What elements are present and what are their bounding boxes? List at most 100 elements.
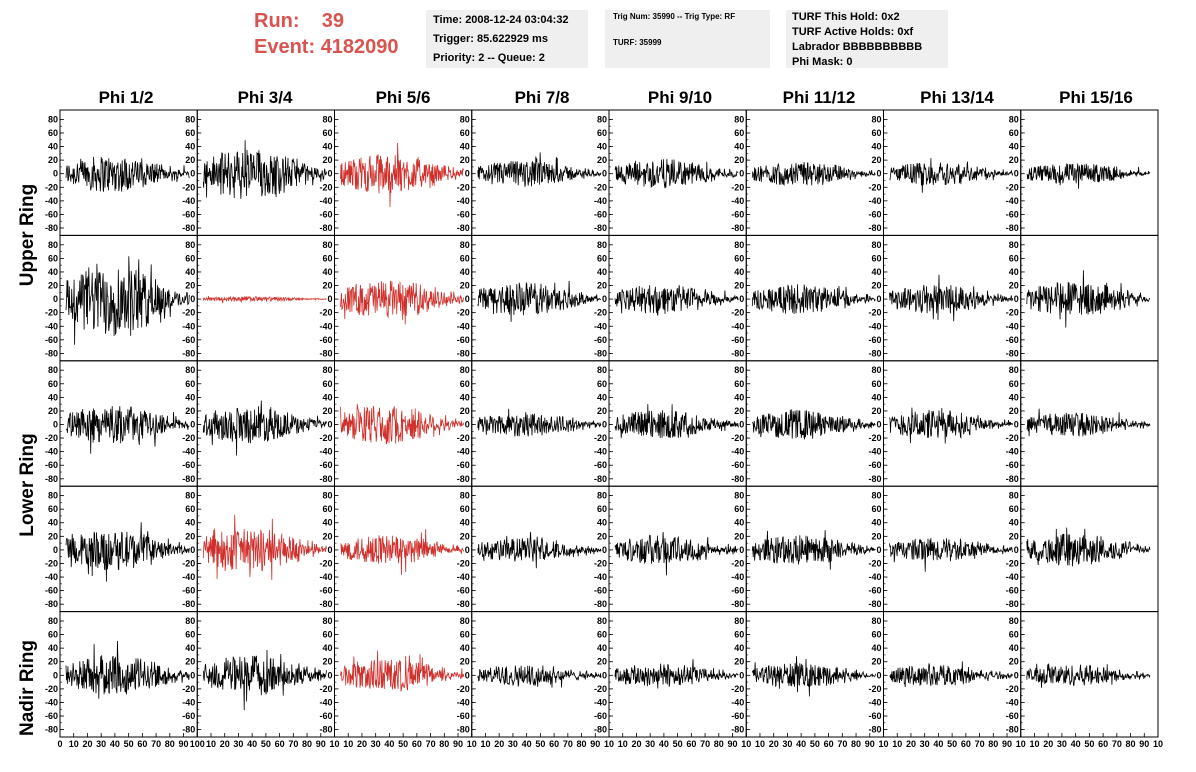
- waveform-trace: [614, 404, 739, 439]
- x-tick-label: 100: [190, 739, 205, 749]
- y-tick-label: -80: [45, 223, 58, 233]
- y-tick-label: -40: [594, 572, 607, 582]
- y-tick-label: 20: [185, 281, 195, 291]
- x-tick-label: 50: [947, 739, 957, 749]
- x-tick-label: 20: [906, 739, 916, 749]
- y-tick-label: 0: [465, 545, 470, 555]
- y-tick-label: 40: [597, 142, 607, 152]
- y-tick-label: -60: [182, 335, 195, 345]
- turf-active-text: TURF Active Holds: 0xf: [792, 26, 914, 38]
- waveform-trace: [65, 406, 190, 454]
- y-tick-label: 80: [1009, 240, 1019, 250]
- y-tick-label: -20: [731, 684, 744, 694]
- waveform-trace: [65, 522, 190, 582]
- y-tick-label: 20: [734, 155, 744, 165]
- y-tick-label: 60: [871, 630, 881, 640]
- y-tick-label: 0: [465, 294, 470, 304]
- waveform-trace: [751, 656, 876, 697]
- y-tick-label: 0: [327, 670, 332, 680]
- y-tick-label: 80: [460, 616, 470, 626]
- y-tick-label: 0: [739, 670, 744, 680]
- waveform-trace: [614, 159, 739, 189]
- y-tick-label: -20: [182, 558, 195, 568]
- y-tick-label: 40: [322, 142, 332, 152]
- y-tick-label: 60: [460, 253, 470, 263]
- waveform-trace: [889, 158, 1014, 193]
- y-tick-label: 0: [465, 169, 470, 179]
- y-tick-label: -80: [594, 348, 607, 358]
- x-tick-label: 90: [316, 739, 326, 749]
- y-tick-label: 60: [460, 128, 470, 138]
- y-tick-label: 60: [322, 504, 332, 514]
- y-tick-label: 80: [460, 365, 470, 375]
- waveform-trace: [202, 649, 327, 711]
- y-tick-label: 60: [1009, 504, 1019, 514]
- y-tick-label: -40: [1006, 572, 1019, 582]
- y-tick-label: -20: [319, 433, 332, 443]
- y-tick-label: 80: [322, 240, 332, 250]
- y-tick-label: -80: [1006, 223, 1019, 233]
- x-tick-label: 70: [151, 739, 161, 749]
- y-tick-label: -80: [457, 223, 470, 233]
- y-tick-label: 40: [734, 643, 744, 653]
- time-text: Time: 2008-12-24 03:04:32: [433, 14, 569, 26]
- x-tick-label: 60: [549, 739, 559, 749]
- x-tick-label: 30: [508, 739, 518, 749]
- waveform-trace: [340, 529, 465, 576]
- y-tick-label: -40: [731, 321, 744, 331]
- y-tick-label: -20: [457, 558, 470, 568]
- trigger-text: Trigger: 85.622929 ms: [433, 33, 548, 45]
- y-tick-label: 0: [327, 294, 332, 304]
- y-tick-label: -80: [457, 599, 470, 609]
- waveform-trace: [751, 530, 876, 570]
- x-tick-label: 90: [1002, 739, 1012, 749]
- y-tick-label: 60: [185, 379, 195, 389]
- y-tick-label: 60: [460, 379, 470, 389]
- waveform-trace: [614, 531, 739, 576]
- y-tick-label: -60: [731, 209, 744, 219]
- y-tick-label: -20: [731, 182, 744, 192]
- y-tick-label: -20: [594, 558, 607, 568]
- y-tick-label: -20: [594, 433, 607, 443]
- x-tick-label: 10: [343, 739, 353, 749]
- y-tick-label: -40: [457, 196, 470, 206]
- x-tick-label: 60: [137, 739, 147, 749]
- y-tick-label: -20: [868, 684, 881, 694]
- y-tick-label: -80: [182, 223, 195, 233]
- y-tick-label: -60: [731, 335, 744, 345]
- y-tick-label: 20: [48, 531, 58, 541]
- y-tick-label: -20: [457, 684, 470, 694]
- y-tick-label: 0: [876, 294, 881, 304]
- y-tick-label: 40: [460, 643, 470, 653]
- y-tick-label: -80: [182, 474, 195, 484]
- y-tick-label: -20: [319, 684, 332, 694]
- y-tick-label: -40: [1006, 196, 1019, 206]
- y-tick-label: 80: [734, 491, 744, 501]
- y-tick-label: 80: [734, 365, 744, 375]
- y-tick-label: 40: [460, 392, 470, 402]
- x-tick-label: 70: [563, 739, 573, 749]
- y-tick-label: -60: [319, 711, 332, 721]
- y-tick-label: -80: [731, 599, 744, 609]
- y-tick-label: 40: [48, 518, 58, 528]
- y-tick-label: 60: [48, 128, 58, 138]
- y-tick-label: 60: [734, 630, 744, 640]
- y-tick-label: -40: [731, 196, 744, 206]
- y-tick-label: -40: [319, 572, 332, 582]
- y-tick-label: -60: [1006, 460, 1019, 470]
- y-tick-label: 80: [734, 616, 744, 626]
- y-tick-label: 20: [185, 657, 195, 667]
- y-tick-label: 20: [460, 155, 470, 165]
- y-tick-label: 60: [597, 253, 607, 263]
- y-tick-label: 20: [48, 155, 58, 165]
- waveform-trace: [65, 156, 190, 192]
- y-tick-label: 0: [739, 420, 744, 430]
- waveform-trace: [1026, 163, 1151, 189]
- x-tick-label: 40: [384, 739, 394, 749]
- y-tick-label: 20: [597, 406, 607, 416]
- y-tick-label: -20: [319, 308, 332, 318]
- x-tick-label: 70: [1112, 739, 1122, 749]
- x-tick-label: 80: [302, 739, 312, 749]
- x-tick-label: 10: [878, 739, 888, 749]
